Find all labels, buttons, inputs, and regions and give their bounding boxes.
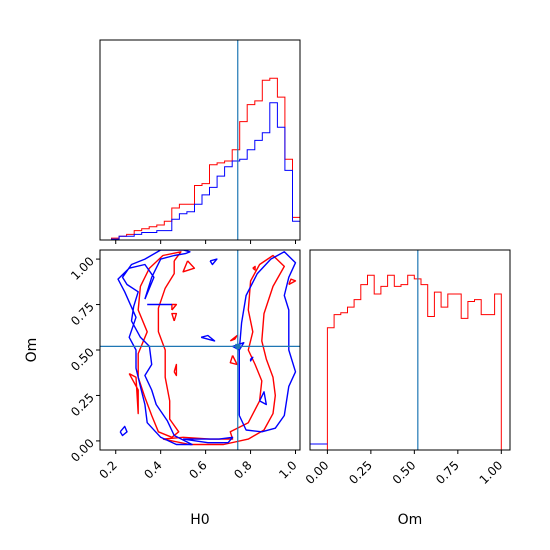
h0-histogram-series-1 xyxy=(104,102,301,241)
contour-series-0-10 xyxy=(229,355,238,366)
contour-series-0-1 xyxy=(162,254,285,446)
h0-marginal-panel xyxy=(99,39,301,244)
om-marginal-tick-label: 0.00 xyxy=(303,458,332,487)
contour-series-0-7 xyxy=(171,312,178,322)
contour-series-1-5 xyxy=(200,334,216,342)
om-tick-label: 0.75 xyxy=(68,300,97,329)
om-tick-label: 0.25 xyxy=(68,391,97,420)
h0-tick-label: 0.2 xyxy=(96,458,119,481)
contour-series-0-5 xyxy=(182,260,196,273)
om-tick-label: 0.00 xyxy=(68,436,97,465)
h0-marginal-frame xyxy=(99,39,301,241)
truth-marker xyxy=(235,343,241,349)
h0-tick-label: 1.0 xyxy=(276,458,299,481)
contour-series-1-1 xyxy=(238,251,297,433)
om-tick-label: 0.50 xyxy=(68,345,97,374)
om-tick-label: 1.00 xyxy=(68,254,97,283)
om-marginal-frame xyxy=(309,249,511,451)
contour-series-0-0 xyxy=(137,251,182,438)
h0-tick-label: 0.6 xyxy=(186,458,209,481)
om-marginal-tick-label: 1.00 xyxy=(477,458,506,487)
contour-series-0-6 xyxy=(171,303,178,311)
contour-series-1-2 xyxy=(119,425,128,437)
om-vs-h0-contour-panel: 0.2 0.4 0.6 0.8 1.0 0.000.250.500.751.00 H0 … xyxy=(24,249,301,528)
contour-series-0-9 xyxy=(229,334,238,342)
contour-series-1-4 xyxy=(182,436,234,444)
contour-series-1-7 xyxy=(209,258,218,266)
om-marginal-panel: 0.00 0.25 0.50 0.75 1.00 Om xyxy=(303,249,511,528)
h0-axis-label: H0 xyxy=(190,512,209,528)
h0-tick-label: 0.4 xyxy=(141,458,164,481)
om-histogram-series-0 xyxy=(326,274,502,450)
om-marginal-tick-label: 0.50 xyxy=(390,458,419,487)
om-axis-label-bottom: Om xyxy=(398,512,423,528)
contour-series-0-4 xyxy=(288,278,297,286)
om-axis-label-left: Om xyxy=(24,338,40,363)
contour-series-1-9 xyxy=(249,356,254,362)
contour-series-0-3 xyxy=(252,265,256,271)
contour-series-1-8 xyxy=(258,391,267,406)
contour-series-0-8 xyxy=(173,363,178,377)
om-marginal-tick-label: 0.25 xyxy=(346,458,375,487)
h0-histogram-series-0 xyxy=(104,77,301,241)
h0-tick-label: 0.8 xyxy=(231,458,254,481)
om-marginal-tick-label: 0.75 xyxy=(433,458,462,487)
contour-series-1-0 xyxy=(117,250,193,446)
contour-series-0-2 xyxy=(128,372,139,415)
